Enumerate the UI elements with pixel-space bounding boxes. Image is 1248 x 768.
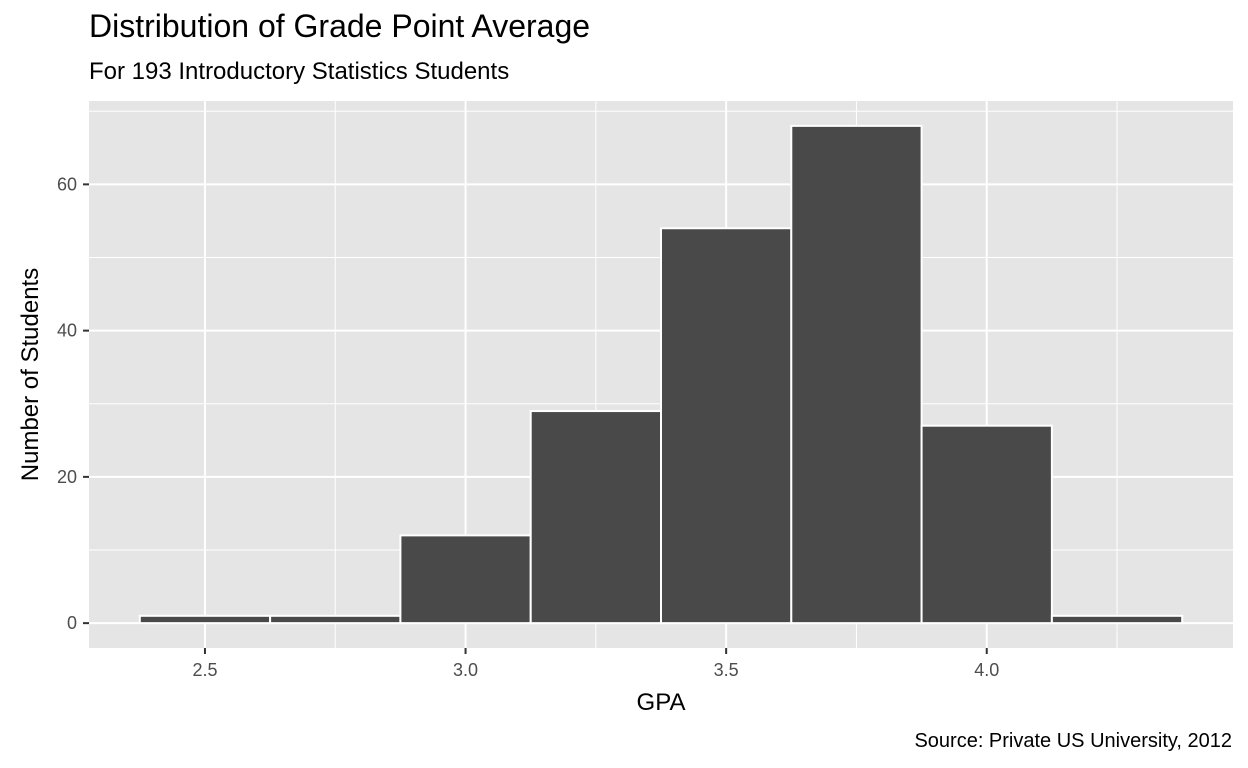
histogram-bar [660,227,793,625]
x-tick-label: 2.5 [192,660,217,680]
x-tick-label: 3.0 [453,660,478,680]
x-tick-label: 4.0 [974,660,999,680]
chart-title: Distribution of Grade Point Average [89,8,591,44]
axes: 2.5 3.0 3.5 4.0 0 20 40 60 [57,174,999,680]
histogram-bar [920,424,1053,625]
y-tick-label: 20 [57,467,77,487]
chart-caption: Source: Private US University, 2012 [914,730,1232,752]
chart-subtitle: For 193 Introductory Statistics Students [89,58,510,85]
histogram-bar [790,124,923,625]
x-axis-title: GPA [637,689,686,716]
histogram-bar [269,614,402,625]
y-tick-label: 60 [57,174,77,194]
histogram-bar [529,410,662,625]
y-tick-label: 0 [67,613,77,633]
y-tick-label: 40 [57,321,77,341]
histogram-bar [1050,614,1184,625]
histogram-bars [138,124,1184,625]
y-axis-title: Number of Students [17,268,44,481]
x-tick-label: 3.5 [714,660,739,680]
histogram-bar [399,534,532,625]
histogram-bar [138,614,272,625]
